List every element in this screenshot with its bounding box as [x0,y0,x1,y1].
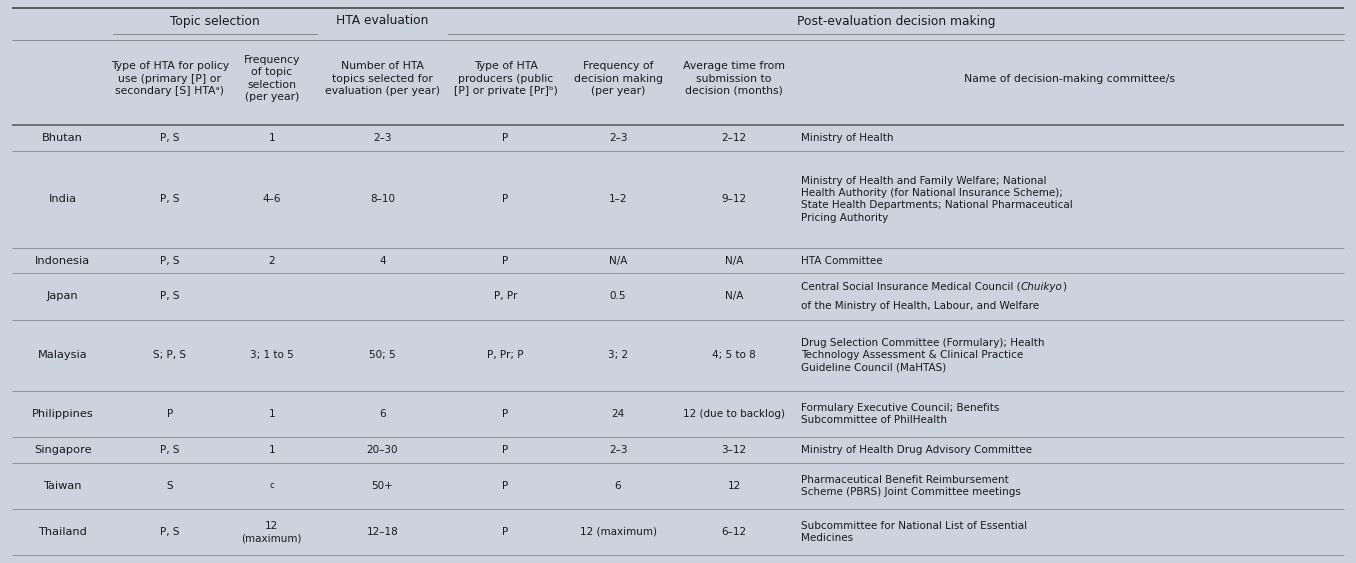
Text: P, Pr: P, Pr [494,292,517,302]
Text: Type of HTA
producers (public
[P] or private [Pr]ᵇ): Type of HTA producers (public [P] or pri… [453,61,557,96]
Text: Central Social Insurance Medical Council (: Central Social Insurance Medical Council… [801,282,1021,292]
Text: 9–12: 9–12 [721,194,747,204]
Text: 1–2: 1–2 [609,194,628,204]
Text: P, S: P, S [160,194,179,204]
Text: S; P, S: S; P, S [153,350,186,360]
Text: Bhutan: Bhutan [42,133,83,143]
Text: Frequency of
decision making
(per year): Frequency of decision making (per year) [574,61,663,96]
Text: P, S: P, S [160,527,179,537]
Text: 4: 4 [378,256,385,266]
Text: 1: 1 [268,445,275,455]
Text: Indonesia: Indonesia [35,256,91,266]
Text: Number of HTA
topics selected for
evaluation (per year): Number of HTA topics selected for evalua… [325,61,439,96]
Text: Topic selection: Topic selection [171,15,260,28]
Text: P, Pr; P: P, Pr; P [487,350,523,360]
Text: Subcommittee for National List of Essential
Medicines: Subcommittee for National List of Essent… [801,521,1028,543]
Text: Taiwan: Taiwan [43,481,81,491]
Text: 3–12: 3–12 [721,445,747,455]
Text: 50+: 50+ [372,481,393,491]
Text: P: P [502,409,508,419]
Text: 50; 5: 50; 5 [369,350,396,360]
Text: P, S: P, S [160,445,179,455]
Text: 24: 24 [612,409,625,419]
Text: Ministry of Health and Family Welfare; National
Health Authority (for National I: Ministry of Health and Family Welfare; N… [801,176,1073,223]
Text: 20–30: 20–30 [366,445,399,455]
Text: P, S: P, S [160,292,179,302]
Text: 2: 2 [268,256,275,266]
Text: Pharmaceutical Benefit Reimbursement
Scheme (PBRS) Joint Committee meetings: Pharmaceutical Benefit Reimbursement Sch… [801,475,1021,497]
Text: P: P [502,481,508,491]
Text: India: India [49,194,77,204]
Text: Malaysia: Malaysia [38,350,87,360]
Text: Singapore: Singapore [34,445,91,455]
Text: Ministry of Health Drug Advisory Committee: Ministry of Health Drug Advisory Committ… [801,445,1032,455]
Text: P: P [502,133,508,143]
Text: N/A: N/A [609,256,628,266]
Text: ): ) [1063,282,1067,292]
Text: 12 (maximum): 12 (maximum) [579,527,656,537]
Text: 1: 1 [268,409,275,419]
Text: Average time from
submission to
decision (months): Average time from submission to decision… [683,61,785,96]
Text: 2–3: 2–3 [609,445,628,455]
Text: Chuikyo: Chuikyo [1021,282,1063,292]
Text: 3; 2: 3; 2 [607,350,628,360]
Text: 6: 6 [378,409,385,419]
Text: Name of decision-making committee/s: Name of decision-making committee/s [964,74,1176,83]
Text: P: P [167,409,174,419]
Text: Frequency
of topic
selection
(per year): Frequency of topic selection (per year) [244,55,300,102]
Text: P: P [502,194,508,204]
Text: 2–3: 2–3 [609,133,628,143]
Text: Thailand: Thailand [38,527,87,537]
Text: S: S [167,481,174,491]
Text: P, S: P, S [160,133,179,143]
Text: 6: 6 [614,481,621,491]
Text: 12
(maximum): 12 (maximum) [241,521,302,543]
Text: HTA evaluation: HTA evaluation [336,15,428,28]
Text: 3; 1 to 5: 3; 1 to 5 [250,350,294,360]
Text: 12 (due to backlog): 12 (due to backlog) [683,409,785,419]
Text: P: P [502,256,508,266]
Text: 12–18: 12–18 [366,527,399,537]
Text: 4–6: 4–6 [263,194,281,204]
Text: c: c [270,481,274,490]
Text: HTA Committee: HTA Committee [801,256,883,266]
Text: 2–3: 2–3 [373,133,392,143]
Text: P: P [502,527,508,537]
Text: Formulary Executive Council; Benefits
Subcommittee of PhilHealth: Formulary Executive Council; Benefits Su… [801,403,999,426]
Text: 12: 12 [727,481,740,491]
Text: P: P [502,445,508,455]
Text: P, S: P, S [160,256,179,266]
Text: 0.5: 0.5 [610,292,626,302]
Text: Ministry of Health: Ministry of Health [801,133,894,143]
Text: Type of HTA for policy
use (primary [P] or
secondary [S] HTAᵃ): Type of HTA for policy use (primary [P] … [111,61,229,96]
Text: N/A: N/A [724,256,743,266]
Text: 4; 5 to 8: 4; 5 to 8 [712,350,755,360]
Text: 8–10: 8–10 [370,194,395,204]
Text: 2–12: 2–12 [721,133,747,143]
Text: 6–12: 6–12 [721,527,747,537]
Text: Drug Selection Committee (Formulary); Health
Technology Assessment & Clinical Pr: Drug Selection Committee (Formulary); He… [801,338,1044,373]
Text: N/A: N/A [724,292,743,302]
Text: Japan: Japan [47,292,79,302]
Text: 1: 1 [268,133,275,143]
Text: Post-evaluation decision making: Post-evaluation decision making [796,15,995,28]
Text: Philippines: Philippines [31,409,94,419]
Text: of the Ministry of Health, Labour, and Welfare: of the Ministry of Health, Labour, and W… [801,301,1039,311]
